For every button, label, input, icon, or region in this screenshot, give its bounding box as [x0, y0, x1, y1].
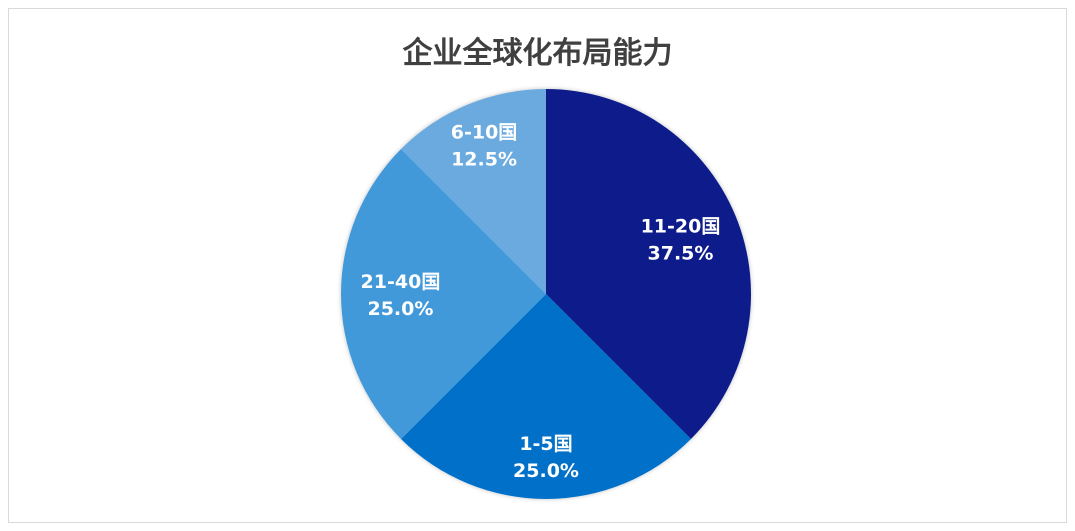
slice-value-label: 12.5%: [451, 148, 517, 170]
chart-frame: [8, 8, 1067, 523]
pie-slice: [401, 294, 691, 499]
slice-value-label: 25.0%: [513, 460, 579, 482]
slice-category-label: 1-5国: [519, 433, 572, 455]
slice-category-label: 11-20国: [641, 215, 721, 237]
slice-value-label: 25.0%: [367, 298, 433, 320]
pie-slice: [546, 89, 752, 439]
slice-category-label: 6-10国: [451, 121, 518, 143]
pie-slice: [341, 149, 546, 439]
pie-slice: [401, 89, 546, 294]
slice-category-label: 21-40国: [361, 271, 441, 293]
slice-value-label: 37.5%: [648, 242, 714, 264]
chart-title: 企业全球化布局能力: [402, 36, 673, 71]
